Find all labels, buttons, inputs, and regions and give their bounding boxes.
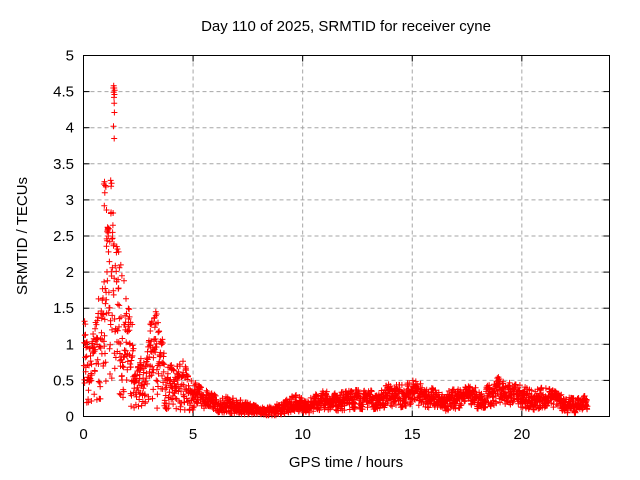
y-tick-label: 1.5 — [53, 300, 74, 317]
scatter-points — [80, 82, 591, 419]
tick-labels: 0 5 10 15 20 0 0.5 1 1.5 2 2.5 3 3.5 4 4.5 5 — [53, 48, 530, 444]
y-tick-label: 2 — [66, 264, 74, 281]
y-tick-label: 2.5 — [53, 228, 74, 245]
y-tick-label: 3.5 — [53, 156, 74, 173]
y-tick-label: 4.5 — [53, 84, 74, 101]
x-tick-label: 20 — [513, 426, 530, 443]
grid-lines — [83, 55, 610, 417]
axis-ticks — [83, 55, 610, 417]
y-tick-label: 0.5 — [53, 372, 74, 389]
y-tick-label: 4 — [66, 120, 74, 137]
y-axis-label: SRMTID / TECUs — [14, 177, 31, 295]
x-axis-label: GPS time / hours — [289, 454, 403, 471]
x-tick-label: 10 — [294, 426, 311, 443]
y-tick-label: 3 — [66, 192, 74, 209]
y-tick-label: 0 — [66, 409, 74, 426]
y-tick-label: 5 — [66, 48, 74, 65]
x-tick-label: 15 — [404, 426, 421, 443]
x-tick-label: 5 — [189, 426, 197, 443]
x-tick-label: 0 — [79, 426, 87, 443]
scatter-series — [80, 82, 591, 419]
y-tick-label: 1 — [66, 336, 74, 353]
chart-title: Day 110 of 2025, SRMTID for receiver cyn… — [201, 18, 491, 35]
